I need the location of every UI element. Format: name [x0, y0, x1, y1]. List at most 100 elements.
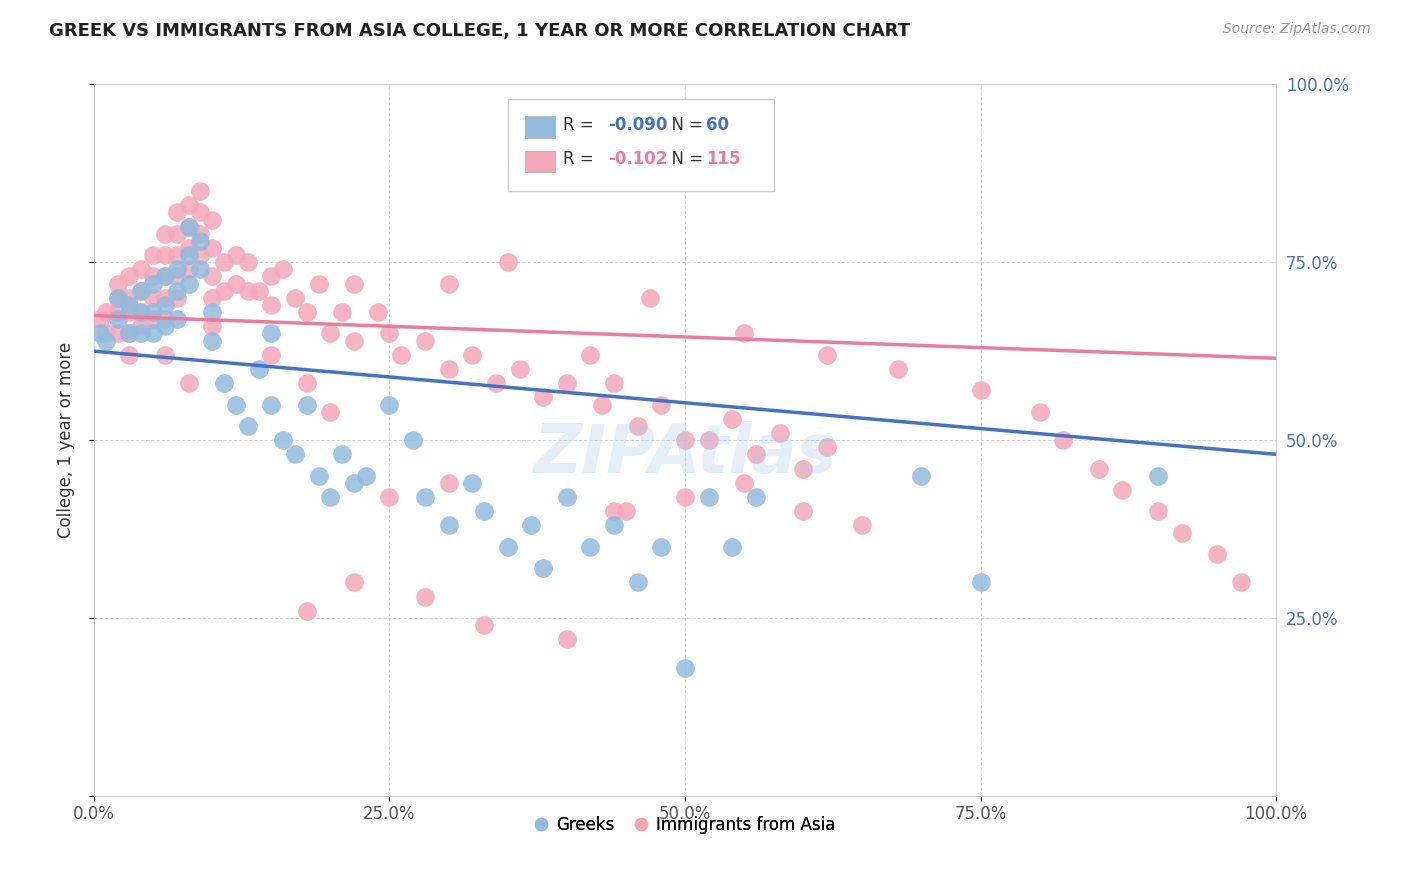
Point: [1052, 433, 1074, 447]
Point: [166, 205, 188, 219]
Point: [413, 334, 436, 348]
Point: [1111, 483, 1133, 497]
Point: [201, 291, 224, 305]
Point: [1170, 525, 1192, 540]
Point: [402, 433, 425, 447]
Point: [295, 376, 318, 391]
Point: [260, 348, 283, 362]
Point: [129, 319, 152, 334]
Point: [295, 305, 318, 319]
Point: [792, 461, 814, 475]
Point: [166, 284, 188, 298]
Point: [271, 262, 294, 277]
Point: [153, 269, 176, 284]
Text: -0.090: -0.090: [609, 116, 668, 134]
Point: [343, 277, 366, 291]
Point: [225, 248, 247, 262]
Point: [1147, 504, 1170, 518]
Point: [129, 326, 152, 341]
Point: [295, 604, 318, 618]
Text: ZIPAtlas: ZIPAtlas: [533, 421, 837, 487]
FancyBboxPatch shape: [508, 99, 773, 191]
Point: [118, 326, 141, 341]
Point: [153, 312, 176, 326]
Point: [496, 540, 519, 554]
Point: [579, 540, 602, 554]
Point: [437, 518, 460, 533]
Point: [354, 468, 377, 483]
Point: [107, 312, 129, 326]
Point: [142, 326, 165, 341]
Point: [212, 255, 235, 269]
Point: [319, 326, 342, 341]
Point: [225, 398, 247, 412]
Point: [107, 277, 129, 291]
Point: [153, 248, 176, 262]
Point: [697, 490, 720, 504]
Point: [579, 348, 602, 362]
Point: [166, 248, 188, 262]
Point: [496, 255, 519, 269]
Point: [129, 305, 152, 319]
Text: 60: 60: [706, 116, 730, 134]
Text: N =: N =: [661, 150, 709, 168]
Point: [129, 305, 152, 319]
Point: [188, 227, 211, 241]
Text: R =: R =: [564, 150, 599, 168]
Point: [319, 490, 342, 504]
Text: GREEK VS IMMIGRANTS FROM ASIA COLLEGE, 1 YEAR OR MORE CORRELATION CHART: GREEK VS IMMIGRANTS FROM ASIA COLLEGE, 1…: [49, 22, 910, 40]
Point: [638, 291, 661, 305]
Point: [969, 575, 991, 590]
Point: [188, 184, 211, 198]
Point: [378, 326, 401, 341]
Point: [249, 284, 271, 298]
Point: [129, 284, 152, 298]
Text: -0.102: -0.102: [609, 150, 668, 168]
Point: [142, 291, 165, 305]
Point: [295, 398, 318, 412]
Point: [330, 447, 353, 461]
Point: [166, 291, 188, 305]
Point: [343, 575, 366, 590]
Point: [627, 575, 650, 590]
Point: [472, 504, 495, 518]
Point: [721, 411, 744, 425]
Point: [437, 277, 460, 291]
Point: [745, 490, 768, 504]
Point: [177, 241, 200, 255]
Point: [531, 561, 554, 575]
Point: [284, 291, 307, 305]
Point: [887, 362, 910, 376]
Point: [485, 376, 508, 391]
Point: [153, 291, 176, 305]
Point: [236, 418, 259, 433]
Point: [413, 490, 436, 504]
Point: [851, 518, 873, 533]
Point: [142, 312, 165, 326]
Point: [260, 398, 283, 412]
Point: [260, 269, 283, 284]
Text: R =: R =: [564, 116, 599, 134]
Point: [284, 447, 307, 461]
Point: [177, 277, 200, 291]
Text: Source: ZipAtlas.com: Source: ZipAtlas.com: [1223, 22, 1371, 37]
Point: [201, 269, 224, 284]
Point: [236, 284, 259, 298]
Point: [330, 305, 353, 319]
Point: [437, 362, 460, 376]
Point: [650, 540, 672, 554]
Text: 115: 115: [706, 150, 741, 168]
Point: [437, 475, 460, 490]
Point: [520, 518, 543, 533]
Point: [673, 661, 696, 675]
Point: [1229, 575, 1251, 590]
Point: [118, 269, 141, 284]
Point: [188, 248, 211, 262]
Point: [389, 348, 412, 362]
Point: [768, 425, 790, 440]
Point: [188, 262, 211, 277]
Point: [188, 205, 211, 219]
Point: [1028, 404, 1050, 418]
Point: [118, 305, 141, 319]
Point: [201, 241, 224, 255]
